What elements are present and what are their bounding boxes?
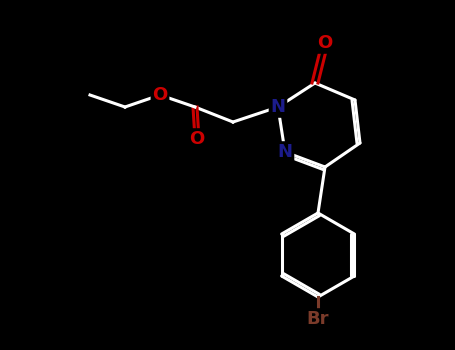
Text: N: N <box>271 98 285 116</box>
Text: N: N <box>278 143 293 161</box>
Text: Br: Br <box>307 310 329 328</box>
Text: O: O <box>318 34 333 52</box>
Text: O: O <box>152 86 167 104</box>
Text: O: O <box>189 130 205 148</box>
